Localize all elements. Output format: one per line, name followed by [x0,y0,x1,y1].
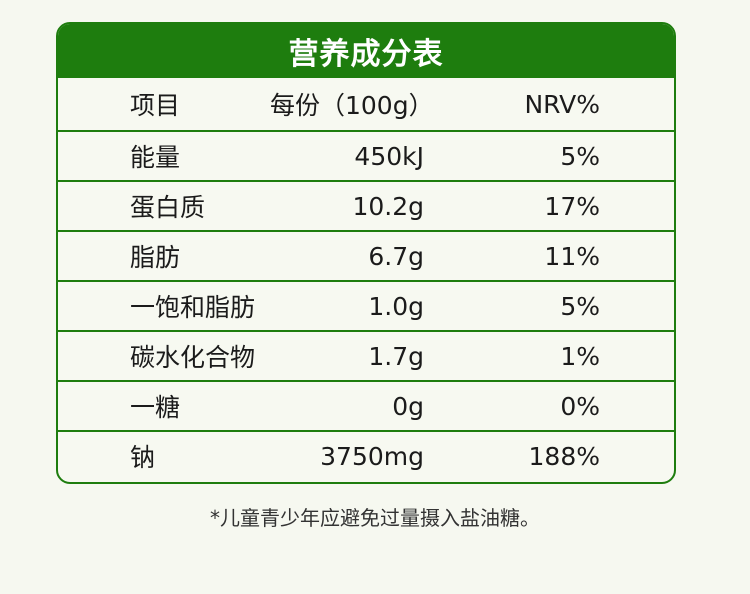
row-name: 钠 [130,443,156,472]
nutrition-table: 营养成分表 项目 每份（100g） NRV% 能量 450kJ 5% 蛋白质 1… [56,22,676,484]
row-nrv: 5% [560,291,600,321]
row-amount: 10.2g [352,191,424,221]
table-row: 一饱和脂肪 1.0g 5% [58,280,674,330]
row-nrv: 188% [528,441,600,471]
row-amount: 1.0g [368,291,424,321]
table-row: 钠 3750mg 188% [58,430,674,480]
row-name: 脂肪 [130,243,181,272]
row-amount: 3750mg [320,441,424,471]
row-amount: 450kJ [354,141,424,171]
header-nrv: NRV% [524,89,600,119]
table-header-row: 项目 每份（100g） NRV% [58,78,674,130]
table-row: 脂肪 6.7g 11% [58,230,674,280]
row-nrv: 17% [544,191,600,221]
row-name: 能量 [130,143,181,172]
row-nrv: 11% [544,241,600,271]
header-item: 项目 [130,91,181,120]
row-name: 碳水化合物 [130,343,256,372]
row-amount: 0g [392,391,424,421]
row-name: 一饱和脂肪 [130,293,256,322]
table-row: 一糖 0g 0% [58,380,674,430]
row-name: 蛋白质 [130,193,206,222]
table-row: 能量 450kJ 5% [58,130,674,180]
row-name: 一糖 [130,393,181,422]
row-nrv: 1% [560,341,600,371]
header-amount: 每份（100g） [270,91,434,120]
table-title: 营养成分表 [58,24,674,78]
footnote: *儿童青少年应避免过量摄入盐油糖。 [210,506,540,530]
table-row: 蛋白质 10.2g 17% [58,180,674,230]
row-amount: 1.7g [368,341,424,371]
row-nrv: 0% [560,391,600,421]
row-nrv: 5% [560,141,600,171]
table-row: 碳水化合物 1.7g 1% [58,330,674,380]
row-amount: 6.7g [368,241,424,271]
